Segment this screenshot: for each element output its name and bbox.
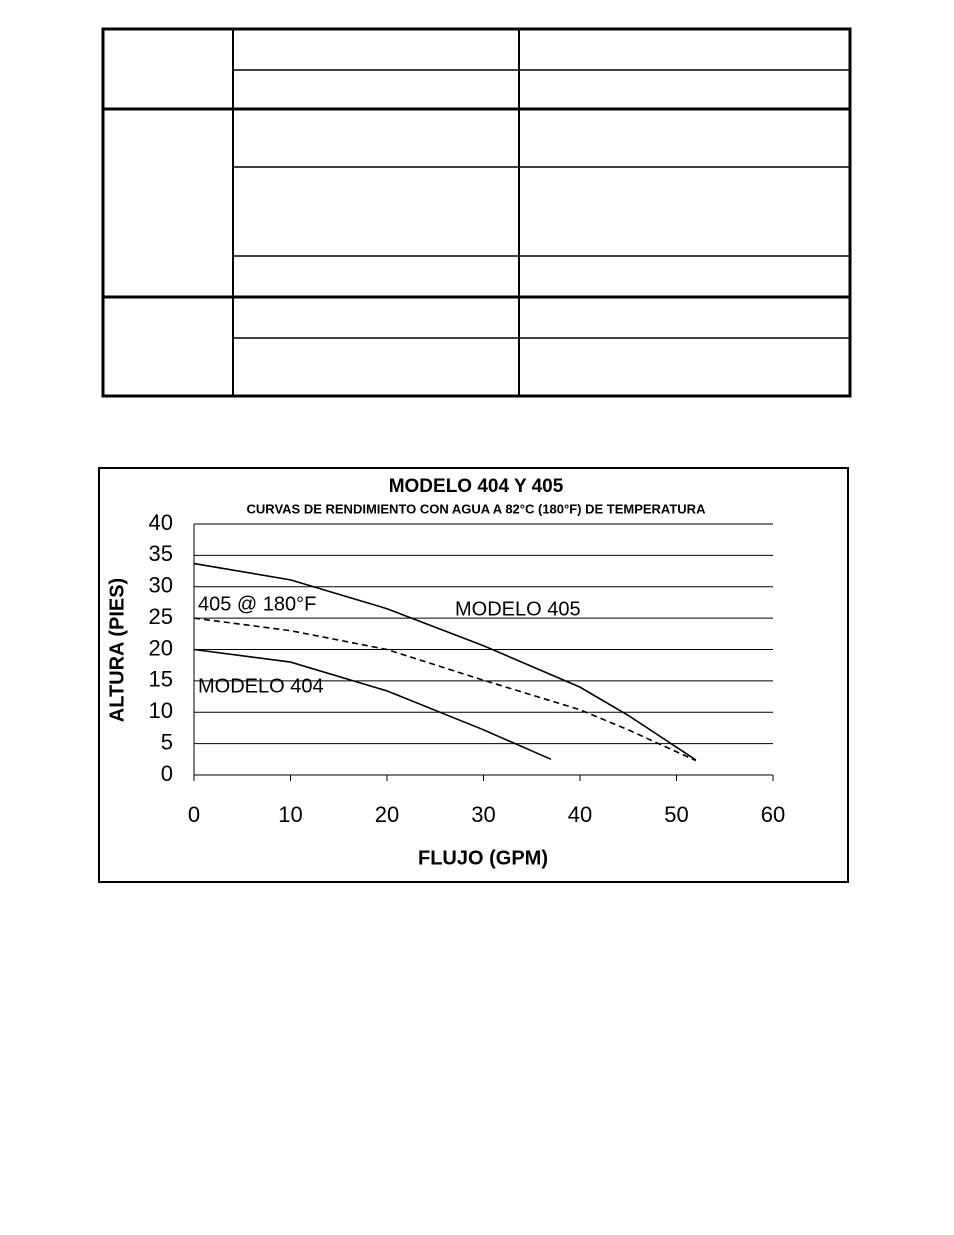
y-axis-label: ALTURA (PIES) bbox=[106, 578, 128, 722]
y-tick-label: 20 bbox=[149, 635, 173, 660]
y-tick-label: 10 bbox=[149, 698, 173, 723]
x-axis-label: FLUJO (GPM) bbox=[418, 847, 548, 869]
table-border bbox=[101, 27, 852, 398]
y-tick-label: 25 bbox=[149, 604, 173, 629]
x-tick-label: 0 bbox=[188, 802, 200, 827]
series-line bbox=[193, 562, 697, 761]
x-tick-label: 20 bbox=[375, 802, 399, 827]
series-label: 405 @ 180°F bbox=[198, 593, 316, 615]
y-tick-label: 40 bbox=[149, 510, 173, 535]
x-tick-label: 60 bbox=[761, 802, 785, 827]
x-tick-label: 50 bbox=[664, 802, 688, 827]
x-tick-label: 40 bbox=[568, 802, 592, 827]
x-tick-label: 30 bbox=[471, 802, 495, 827]
empty-table bbox=[101, 27, 852, 398]
x-tick-label: 10 bbox=[278, 802, 302, 827]
series-line bbox=[193, 648, 552, 761]
chart-frame bbox=[98, 467, 849, 883]
series-label: MODELO 405 bbox=[455, 598, 581, 620]
series-label: MODELO 404 bbox=[198, 675, 324, 697]
y-tick-label: 0 bbox=[161, 761, 173, 786]
y-tick-label: 5 bbox=[161, 729, 173, 754]
chart-subtitle: CURVAS DE RENDIMIENTO CON AGUA A 82°C (1… bbox=[247, 501, 707, 516]
series-line bbox=[193, 617, 697, 762]
chart-title: MODELO 404 Y 405 bbox=[389, 476, 564, 497]
y-tick-label: 15 bbox=[149, 667, 173, 692]
y-tick-label: 30 bbox=[149, 573, 173, 598]
y-tick-label: 35 bbox=[149, 541, 173, 566]
